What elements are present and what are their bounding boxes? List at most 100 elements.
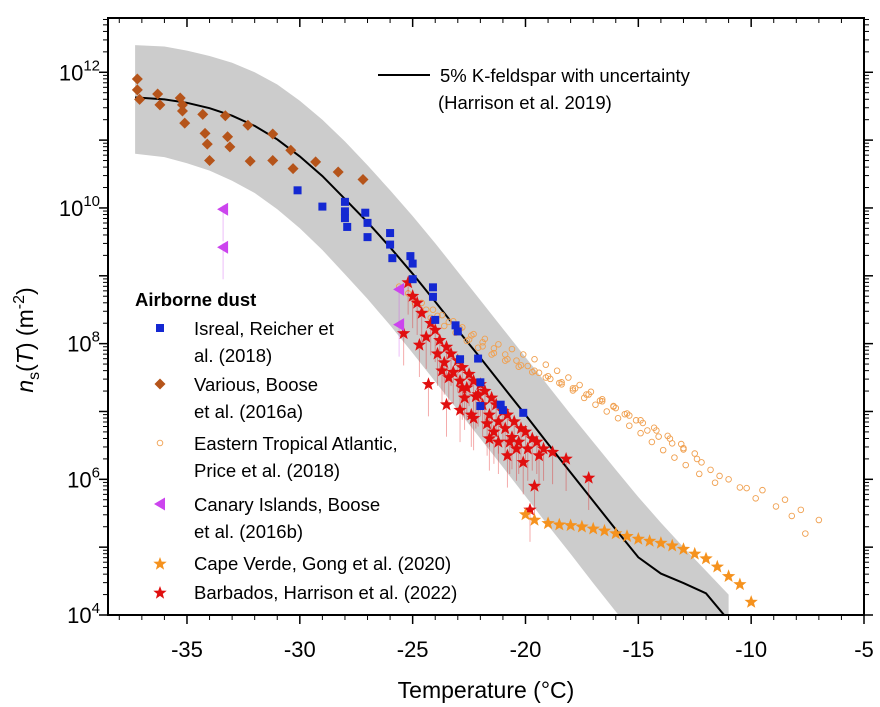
series-5-point [439, 340, 454, 353]
series-2-point [671, 454, 678, 461]
series-2-point [438, 311, 446, 319]
legend-marker-series-2 [156, 439, 164, 447]
legend-marker-series-1 [154, 378, 166, 390]
series-5-point [536, 441, 551, 455]
series-2-point [513, 357, 520, 364]
series-2-point [626, 412, 633, 419]
series-2-point [711, 479, 719, 486]
series-5-point [525, 431, 539, 445]
series-2-point [716, 472, 723, 480]
series-4-point [733, 577, 747, 591]
series-5-point [410, 295, 424, 309]
series-4-point [586, 521, 600, 535]
series-1-point [201, 138, 213, 150]
series-2-point [508, 345, 516, 353]
legend-label-series-1-line-2: et al. (2016a) [194, 401, 303, 422]
series-2-point [664, 432, 671, 440]
series-5-point [512, 435, 526, 448]
series-1-point [224, 141, 236, 153]
series-2-point [542, 361, 550, 368]
series-5-point [498, 421, 512, 435]
series-0-point [498, 406, 507, 415]
series-1-point [131, 84, 143, 96]
series-2-point [474, 344, 482, 351]
series-2-point [797, 506, 805, 514]
series-2-point [707, 466, 714, 474]
series-5-point [518, 424, 533, 438]
series-5-point [433, 333, 447, 346]
series-4-point [527, 513, 542, 526]
x-tick-label: -35 [171, 637, 203, 662]
series-4-point [721, 569, 736, 582]
series-2 [395, 283, 823, 537]
series-2-point [693, 455, 701, 463]
series-5-point [430, 346, 445, 360]
series-4-point [620, 529, 634, 542]
series-5-point [516, 455, 530, 468]
curve-legend-label-1: 5% K-feldspar with uncertainty [440, 65, 691, 86]
legend-label-series-5-line-1: Barbados, Harrison et al. (2022) [194, 582, 457, 603]
series-2-point [404, 290, 412, 297]
series-5-point [457, 390, 472, 404]
series-2-point [623, 410, 631, 417]
series-1-point [357, 173, 369, 185]
series-1-point [204, 154, 216, 166]
series-4-point [710, 559, 724, 573]
series-1-point [197, 108, 209, 120]
series-5-point [401, 275, 415, 289]
series-2-point [515, 363, 522, 370]
series-5-point [453, 373, 467, 387]
series-5-point [523, 502, 537, 516]
series-4-point [676, 542, 691, 555]
legend-marker-series-4 [153, 557, 167, 570]
series-0-point [476, 402, 485, 411]
series-2-point [556, 379, 563, 387]
series-5-point [464, 407, 478, 421]
series-2-point [698, 459, 705, 466]
series-0-point [428, 292, 437, 301]
series-2-point [772, 503, 780, 510]
y-axis-title: ns(T) (m-2) [11, 287, 43, 392]
series-1-point [154, 99, 166, 111]
series-5-point [500, 448, 515, 462]
series-2-point [569, 387, 577, 394]
series-1-point [179, 117, 191, 129]
series-4-point [575, 519, 589, 533]
series-3-point [217, 240, 229, 254]
series-4-point [688, 546, 702, 560]
series-5-point [435, 363, 449, 377]
series-5-point [482, 407, 496, 421]
series-5-point [559, 452, 573, 465]
series-2-point [481, 335, 489, 343]
series-1-point [242, 119, 254, 131]
legend-label-series-2-line-2: Price et al. (2018) [194, 460, 340, 481]
series-2-point [565, 374, 572, 381]
series-2-point [501, 357, 509, 364]
series-5-point [582, 471, 596, 484]
series-5-point [509, 441, 524, 455]
y-tick-label: 104 [67, 600, 100, 628]
series-2-point [696, 470, 703, 478]
series-2-point [759, 486, 766, 494]
series-2-point [429, 306, 437, 313]
curve-legend: 5% K-feldspar with uncertainty (Harrison… [378, 65, 691, 113]
series-2-point [529, 368, 536, 376]
series-2-point [637, 417, 644, 424]
series-4-point [564, 518, 578, 532]
series-4-point [665, 538, 679, 552]
series-0-point [406, 252, 415, 261]
series-3-point [393, 318, 405, 332]
x-tick-label: -25 [397, 637, 429, 662]
series-5-point [482, 431, 496, 445]
plot-frame [107, 17, 865, 616]
series-1-point [131, 73, 143, 85]
series-1-point [199, 127, 211, 139]
series-5-point [521, 441, 535, 455]
series-0-point [476, 378, 485, 387]
series-4-point [518, 507, 533, 521]
series-1-point [176, 105, 188, 117]
series-0-point [343, 222, 352, 231]
series-5-point [453, 403, 467, 416]
x-tick-label: -30 [284, 637, 316, 662]
series-0-point [453, 327, 462, 336]
